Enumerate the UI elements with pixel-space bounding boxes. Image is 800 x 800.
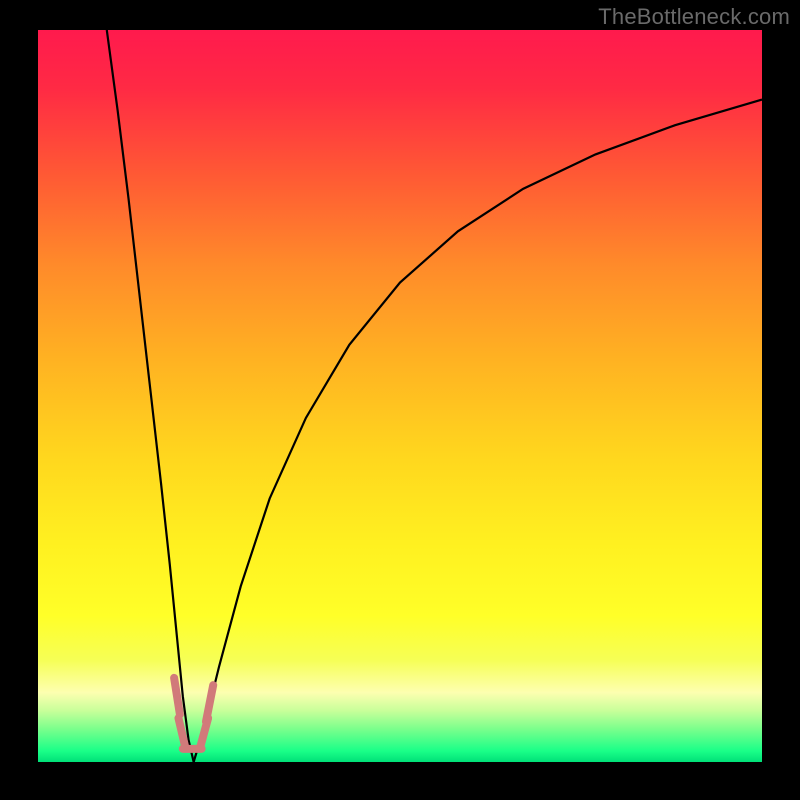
plot-area xyxy=(38,30,762,762)
watermark-text: TheBottleneck.com xyxy=(598,4,790,30)
bottleneck-chart xyxy=(0,0,800,800)
